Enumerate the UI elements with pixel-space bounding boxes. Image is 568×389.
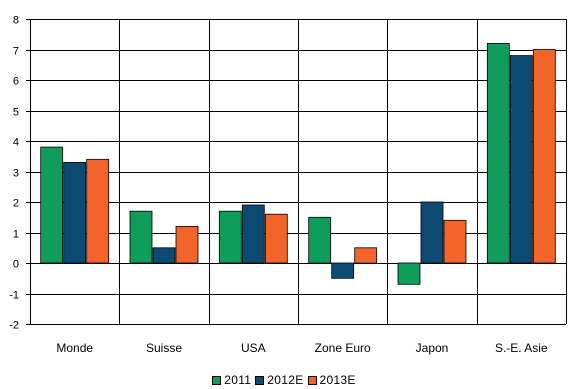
bar-2013e-usa: [264, 213, 288, 264]
bar-2012e-japon: [420, 201, 444, 264]
y-axis: 8 7 6 5 4 3 2 1 0 -1 -2: [9, 15, 30, 332]
bar-2013e-monde: [86, 158, 110, 264]
bar-2012e-zone-euro: [331, 262, 355, 279]
x-category-label: Zone Euro: [315, 341, 371, 355]
bar-2011-japon: [397, 262, 421, 285]
legend-item-2013e: 2013E: [307, 373, 356, 387]
x-category-label: Suisse: [146, 341, 182, 355]
bar-2011-suisse: [129, 210, 153, 264]
y-tick-label: 2: [13, 198, 19, 210]
y-tick-label: 5: [13, 107, 19, 119]
legend-swatch-2013e: [307, 375, 317, 385]
bar-2012e-suisse: [152, 247, 176, 264]
y-tick-label: 8: [13, 15, 19, 27]
legend: 2011 2012E 2013E: [0, 372, 568, 388]
bar-2011-s-e-asie: [486, 43, 510, 264]
bar-2013e-s-e-asie: [532, 49, 556, 264]
x-category-label: Monde: [56, 341, 93, 355]
y-tick-label: -1: [9, 290, 19, 302]
legend-swatch-2011: [212, 375, 222, 385]
bar-2012e-monde: [63, 161, 87, 264]
bar-2012e-s-e-asie: [509, 55, 533, 264]
legend-swatch-2012e: [255, 375, 265, 385]
bar-2011-zone-euro: [308, 216, 332, 264]
legend-label-2012e: 2012E: [267, 373, 304, 387]
x-category-label: S.-E. Asie: [495, 341, 548, 355]
y-tick-label: 4: [13, 137, 19, 149]
bar-2013e-suisse: [175, 225, 199, 264]
y-tick-label: 7: [13, 46, 19, 58]
x-category-label: USA: [241, 341, 266, 355]
x-category-label: Japon: [416, 341, 449, 355]
bar-2011-usa: [218, 210, 242, 264]
y-tick-label: 1: [13, 229, 19, 241]
bar-2013e-zone-euro: [354, 247, 378, 264]
legend-item-2012e: 2012E: [255, 373, 303, 387]
bar-chart: 8 7 6 5 4 3 2 1 0 -1 -2 Monde Suisse USA Zone Euro Jap…: [9, 15, 567, 355]
y-tick-label: 3: [13, 168, 19, 180]
x-axis: Monde Suisse USA Zone Euro Japon S.-E. Asie: [56, 341, 548, 355]
bar-2012e-usa: [241, 204, 265, 264]
legend-label-2013e: 2013E: [319, 373, 356, 387]
bar-2013e-japon: [443, 219, 467, 264]
y-tick-label: 6: [13, 76, 19, 88]
y-tick-label: -2: [9, 320, 19, 332]
y-tick-label: 0: [13, 259, 19, 271]
legend-label-2011: 2011: [224, 373, 252, 387]
bar-2011-monde: [40, 146, 64, 264]
legend-item-2011: 2011: [212, 373, 251, 387]
bars: [40, 43, 556, 285]
grid-lines: [30, 19, 567, 325]
